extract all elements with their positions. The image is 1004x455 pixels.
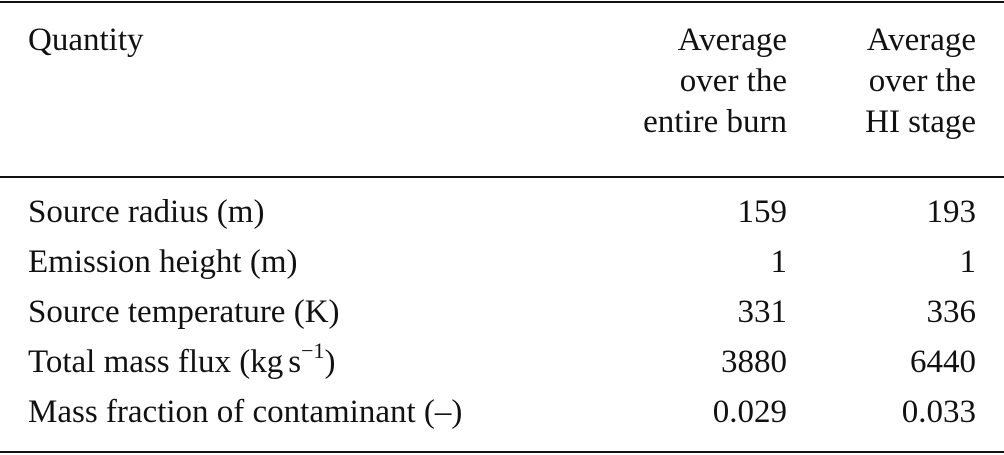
row-label: Emission height (m) xyxy=(28,244,298,280)
row-value-hi-stage: 0.033 xyxy=(901,394,976,430)
row-value-entire-burn: 0.029 xyxy=(712,394,787,430)
row-value-entire-burn: 159 xyxy=(737,194,788,230)
row-label-close: ) xyxy=(324,344,336,380)
header-hi-stage-line-3: HI stage xyxy=(865,104,976,140)
row-value-entire-burn: 331 xyxy=(737,294,788,330)
table-row: Total mass flux (kg s−1) 3880 6440 xyxy=(0,340,1004,383)
header-entire-burn-line-1: Average xyxy=(677,22,787,58)
row-label: Mass fraction of contaminant (–) xyxy=(28,394,463,430)
row-value-entire-burn: 3880 xyxy=(721,344,787,380)
top-rule xyxy=(0,1,1004,3)
table-row: Emission height (m) 1 1 xyxy=(0,242,1004,283)
row-value-hi-stage: 193 xyxy=(926,194,977,230)
row-label: Source temperature (K) xyxy=(28,294,340,330)
table-row: Source radius (m) 159 193 xyxy=(0,192,1004,233)
bottom-rule xyxy=(0,451,1004,453)
row-label: Total mass flux (kg s−1) xyxy=(28,340,336,383)
row-label-exponent: −1 xyxy=(301,338,325,363)
table-row: Mass fraction of contaminant (–) 0.029 0… xyxy=(0,392,1004,433)
header-entire-burn: Average over the entire burn xyxy=(643,20,787,143)
row-label-main: Total mass flux (kg xyxy=(28,344,284,380)
table-row: Source temperature (K) 331 336 xyxy=(0,292,1004,333)
row-label: Source radius (m) xyxy=(28,194,265,230)
header-hi-stage-line-2: over the xyxy=(868,63,976,99)
header-quantity: Quantity xyxy=(28,22,144,58)
header-rule xyxy=(0,176,1004,178)
header-entire-burn-line-3: entire burn xyxy=(643,104,787,140)
header-entire-burn-line-2: over the xyxy=(679,63,787,99)
row-label-unit: s xyxy=(288,344,302,380)
row-value-hi-stage: 336 xyxy=(926,294,977,330)
row-value-entire-burn: 1 xyxy=(770,244,788,280)
header-hi-stage-line-1: Average xyxy=(866,22,976,58)
row-value-hi-stage: 1 xyxy=(959,244,977,280)
row-value-hi-stage: 6440 xyxy=(910,344,976,380)
header-hi-stage: Average over the HI stage xyxy=(865,20,976,143)
